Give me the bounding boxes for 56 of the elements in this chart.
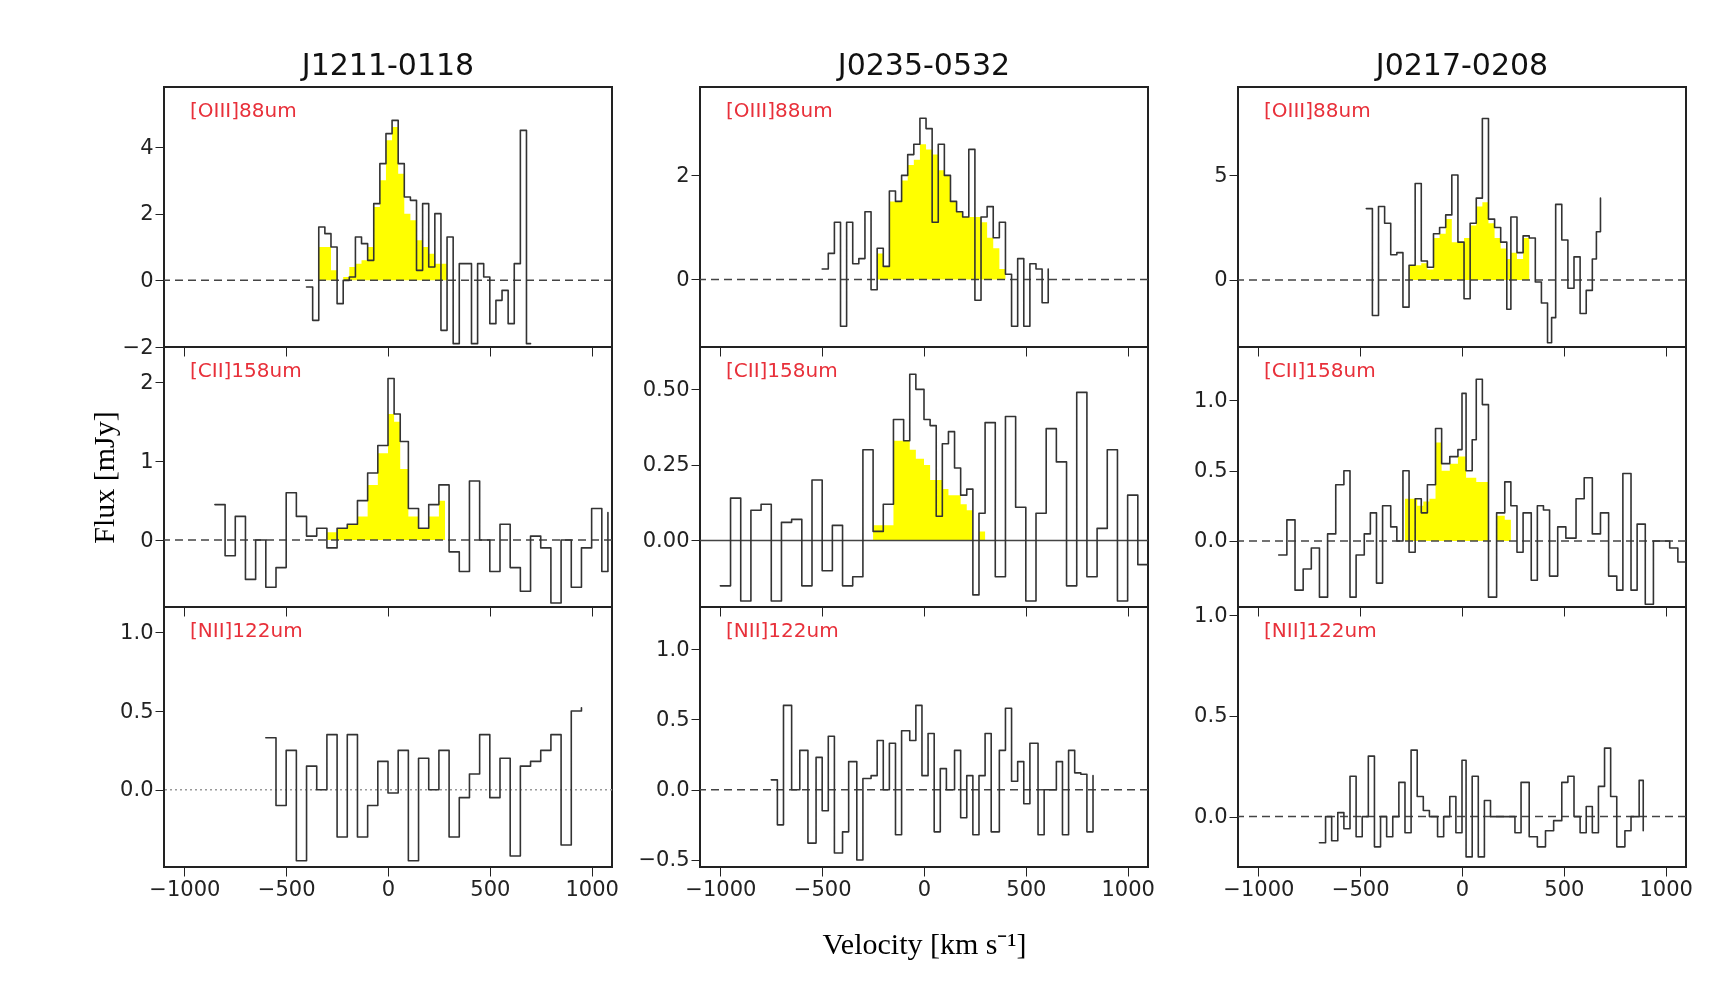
y-tick-label: 1.0 <box>1194 387 1228 412</box>
annotation: [CII]158um <box>1264 358 1376 382</box>
x-tick-label: 1000 <box>1101 876 1155 901</box>
y-tick-label: 2 <box>140 201 154 226</box>
y-tick-label: 1.0 <box>1194 602 1228 627</box>
x-tick-label: 0 <box>381 876 396 901</box>
x-tick-label: 500 <box>1006 876 1047 901</box>
x-axis-title: Velocity [km s⁻¹] <box>822 926 1027 960</box>
y-tick-label: −0.5 <box>638 847 690 872</box>
x-tick-label: −500 <box>793 876 852 901</box>
y-tick-label: 0 <box>1214 267 1228 292</box>
y-tick-label: 2 <box>676 162 690 187</box>
y-axis-title: Flux [mJy] <box>87 411 121 544</box>
y-tick-label: 0.5 <box>656 706 690 731</box>
y-tick-label: 0.00 <box>642 527 690 552</box>
y-tick-label: 2 <box>140 369 154 394</box>
x-tick-label: −1000 <box>149 876 221 901</box>
y-tick-label: 0.0 <box>1194 804 1228 829</box>
x-tick-label: 500 <box>470 876 511 901</box>
y-tick-label: 0 <box>676 266 690 291</box>
y-tick-label: 0.5 <box>1194 458 1228 483</box>
annotation: [NII]122um <box>190 618 303 642</box>
chart-title: J0235-0532 <box>835 47 1011 82</box>
x-tick-label: −500 <box>1331 876 1390 901</box>
chart-title: J0217-0208 <box>1373 47 1549 82</box>
y-tick-label: 0.25 <box>642 452 690 477</box>
annotation: [CII]158um <box>726 358 838 382</box>
annotation: [CII]158um <box>190 358 302 382</box>
x-tick-label: 0 <box>917 876 932 901</box>
x-tick-label: 0 <box>1455 876 1470 901</box>
annotation: [NII]122um <box>726 618 839 642</box>
y-tick-label: 0.0 <box>656 777 690 802</box>
y-tick-label: 0.0 <box>1194 528 1228 553</box>
y-tick-label: 0.5 <box>1194 703 1228 728</box>
y-tick-label: 1 <box>140 448 154 473</box>
y-tick-label: 4 <box>140 134 154 159</box>
x-tick-label: −1000 <box>685 876 757 901</box>
y-tick-label: 0 <box>140 267 154 292</box>
chart-title: J1211-0118 <box>299 47 475 82</box>
y-tick-label: 0 <box>140 527 154 552</box>
y-tick-label: 0.0 <box>120 777 154 802</box>
x-tick-label: −1000 <box>1223 876 1295 901</box>
x-tick-label: 1000 <box>1639 876 1693 901</box>
annotation: [NII]122um <box>1264 618 1377 642</box>
x-tick-label: 500 <box>1544 876 1585 901</box>
y-tick-label: 0.50 <box>642 376 690 401</box>
y-tick-label: 1.0 <box>120 619 154 644</box>
annotation: [OIII]88um <box>1264 98 1371 122</box>
y-tick-label: −2 <box>122 334 154 359</box>
y-tick-label: 0.5 <box>120 698 154 723</box>
x-tick-label: 1000 <box>565 876 619 901</box>
y-tick-label: 1.0 <box>656 636 690 661</box>
x-tick-label: −500 <box>257 876 316 901</box>
annotation: [OIII]88um <box>190 98 297 122</box>
annotation: [OIII]88um <box>726 98 833 122</box>
y-tick-label: 5 <box>1214 162 1228 187</box>
